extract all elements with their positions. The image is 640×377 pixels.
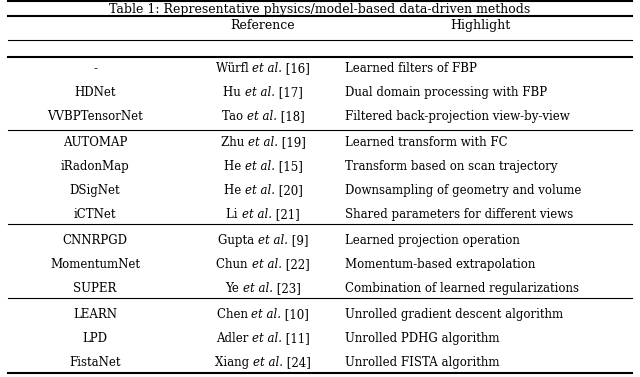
Text: [21]: [21] [272,208,300,221]
Text: Würfl: Würfl [216,62,252,75]
Text: [9]: [9] [288,234,308,247]
Text: iRadonMap: iRadonMap [61,160,129,173]
Text: Unrolled FISTA algorithm: Unrolled FISTA algorithm [345,356,499,369]
Text: Chun: Chun [216,258,252,271]
Text: He: He [223,184,244,197]
Text: [10]: [10] [282,308,309,321]
Text: Filtered back-projection view-by-view: Filtered back-projection view-by-view [345,110,570,123]
Text: et al.: et al. [244,184,275,197]
Text: et al.: et al. [244,160,275,173]
Text: LEARN: LEARN [73,308,117,321]
Text: VVBPTensorNet: VVBPTensorNet [47,110,143,123]
Text: MomentumNet: MomentumNet [50,258,140,271]
Text: Reference: Reference [230,19,295,32]
Text: Momentum-based extrapolation: Momentum-based extrapolation [345,258,536,271]
Text: et al.: et al. [258,234,288,247]
Text: [23]: [23] [273,282,301,295]
Text: Dual domain processing with FBP: Dual domain processing with FBP [345,86,547,99]
Text: Shared parameters for different views: Shared parameters for different views [345,208,573,221]
Text: et al.: et al. [243,282,273,295]
Text: Combination of learned regularizations: Combination of learned regularizations [345,282,579,295]
Text: DSigNet: DSigNet [70,184,120,197]
Text: FistaNet: FistaNet [69,356,121,369]
Text: [22]: [22] [282,258,310,271]
Text: Zhu: Zhu [221,136,248,149]
Text: [24]: [24] [283,356,311,369]
Text: [17]: [17] [275,86,303,99]
Text: Xiang: Xiang [215,356,253,369]
Text: et al.: et al. [248,136,278,149]
Text: Table 1: Representative physics/model-based data-driven methods: Table 1: Representative physics/model-ba… [109,3,531,16]
Text: Hu: Hu [223,86,245,99]
Text: Unrolled PDHG algorithm: Unrolled PDHG algorithm [345,332,499,345]
Text: Learned transform with FC: Learned transform with FC [345,136,508,149]
Text: Li: Li [227,208,242,221]
Text: Chen: Chen [217,308,252,321]
Text: [11]: [11] [282,332,310,345]
Text: [19]: [19] [278,136,305,149]
Text: et al.: et al. [252,308,282,321]
Text: [16]: [16] [282,62,310,75]
Text: Gupta: Gupta [218,234,258,247]
Text: [18]: [18] [276,110,304,123]
Text: et al.: et al. [242,208,272,221]
Text: Adler: Adler [216,332,252,345]
Text: CNNRPGD: CNNRPGD [63,234,127,247]
Text: Unrolled gradient descent algorithm: Unrolled gradient descent algorithm [345,308,563,321]
Text: et al.: et al. [246,110,276,123]
Text: [20]: [20] [275,184,303,197]
Text: He: He [223,160,244,173]
Text: et al.: et al. [252,332,282,345]
Text: Tao: Tao [221,110,246,123]
Text: [15]: [15] [275,160,303,173]
Text: Ye: Ye [225,282,243,295]
Text: LPD: LPD [83,332,108,345]
Text: Transform based on scan trajectory: Transform based on scan trajectory [345,160,557,173]
Text: et al.: et al. [252,62,282,75]
Text: -: - [93,62,97,75]
Text: et al.: et al. [253,356,283,369]
Text: AUTOMAP: AUTOMAP [63,136,127,149]
Text: HDNet: HDNet [74,86,116,99]
Text: et al.: et al. [245,86,275,99]
Text: et al.: et al. [252,258,282,271]
Text: Downsampling of geometry and volume: Downsampling of geometry and volume [345,184,581,197]
Text: SUPER: SUPER [74,282,116,295]
Text: iCTNet: iCTNet [74,208,116,221]
Text: Highlight: Highlight [450,19,510,32]
Text: Learned filters of FBP: Learned filters of FBP [345,62,477,75]
Text: Learned projection operation: Learned projection operation [345,234,520,247]
